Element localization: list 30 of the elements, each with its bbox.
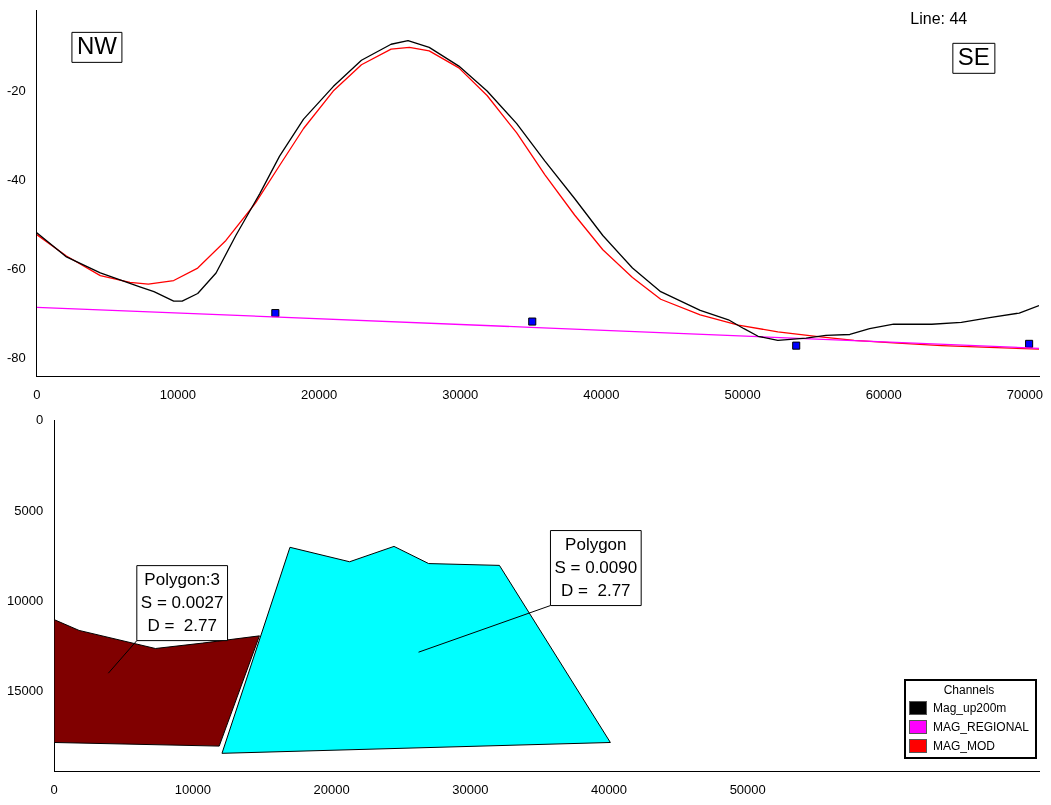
- x-tick-label: 20000: [301, 386, 338, 402]
- x-tick-label: 0: [50, 781, 58, 797]
- y-tick-label: 10000: [6, 593, 44, 609]
- y-tick-label: -40: [6, 171, 26, 187]
- x-tick-label: 70000: [1006, 386, 1043, 402]
- legend-label: MAG_REGIONAL: [932, 719, 1029, 736]
- x-tick-label: 40000: [590, 781, 628, 797]
- annotation: Line: 44: [910, 10, 968, 28]
- x-tick-label: 50000: [729, 781, 766, 797]
- x-tick-label: 30000: [442, 386, 479, 402]
- x-tick-label: 10000: [174, 781, 211, 797]
- x-tick-label: 20000: [313, 781, 350, 797]
- legend-label: Mag_up200m: [932, 700, 1007, 717]
- x-tick-label: 60000: [865, 386, 902, 402]
- y-tick-label: 0: [35, 412, 44, 428]
- x-tick-label: 50000: [724, 386, 761, 402]
- x-tick-label: 30000: [452, 781, 489, 797]
- annotation: Polygon:3 S = 0.0027 D = 2.77: [140, 569, 224, 635]
- legend-label: MAG_MOD: [932, 738, 995, 755]
- y-tick-label: -60: [6, 260, 26, 276]
- annotation: Polygon S = 0.0090 D = 2.77: [554, 534, 638, 600]
- annotation: NW: [76, 31, 118, 59]
- y-tick-label: 15000: [6, 683, 44, 699]
- x-tick-label: 40000: [583, 386, 620, 402]
- legend-title: Channels: [942, 683, 996, 697]
- annotation: SE: [957, 42, 990, 70]
- y-tick-label: -20: [6, 82, 26, 98]
- y-tick-label: -80: [6, 350, 26, 366]
- x-tick-label: 10000: [159, 386, 197, 402]
- y-tick-label: 5000: [14, 502, 44, 518]
